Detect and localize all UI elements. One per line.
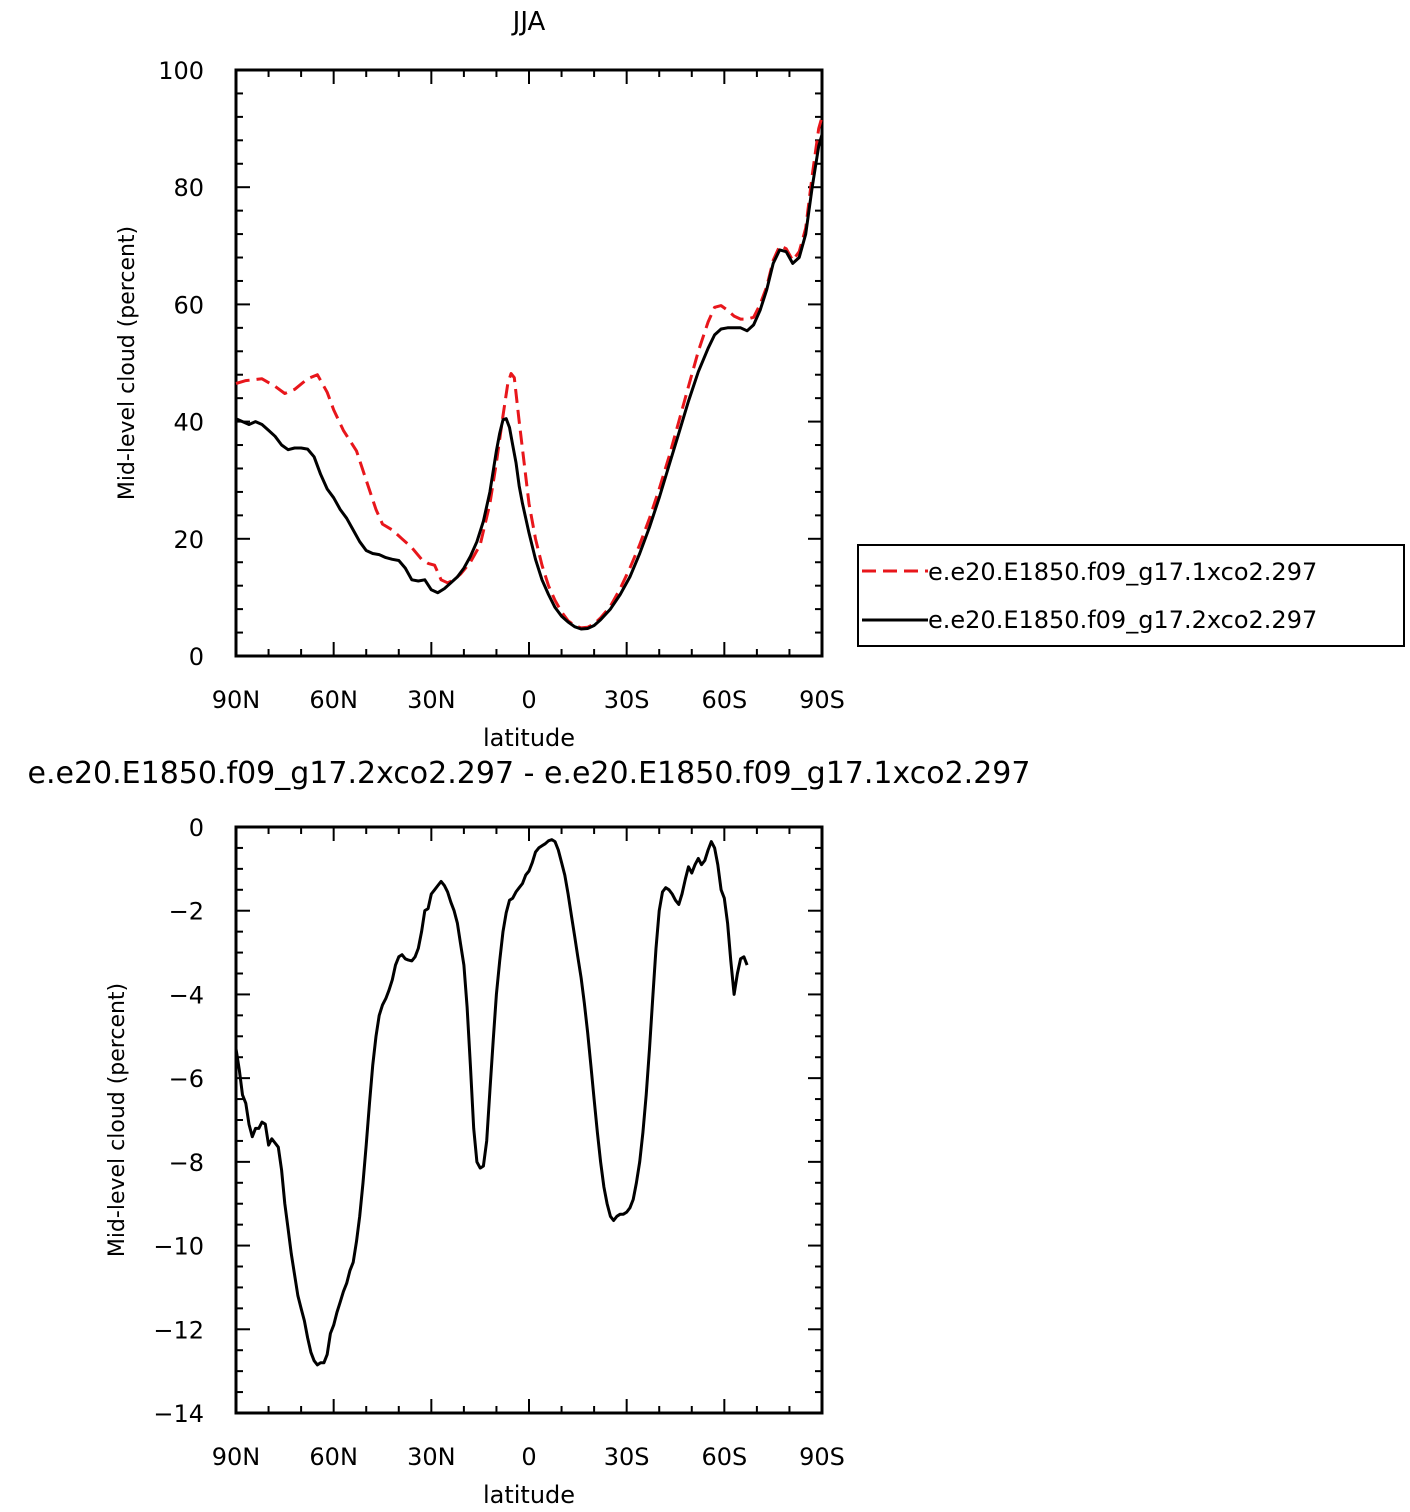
y-tick-label: −4 [169, 981, 204, 1009]
top-chart-panel: JJA Mid-level cloud (percent) latitude 9… [115, 7, 845, 752]
x-tick-label: 30N [407, 1443, 456, 1471]
x-tick-label: 90N [212, 1443, 261, 1471]
y-tick-label: −2 [169, 898, 204, 926]
x-tick-label: 0 [521, 1443, 536, 1471]
y-tick-label: −14 [153, 1400, 204, 1428]
legend: e.e20.E1850.f09_g17.1xco2.297 e.e20.E185… [857, 544, 1405, 647]
x-axis-label: latitude [483, 724, 575, 752]
y-tick-label: 20 [173, 526, 204, 554]
x-tick-label: 60N [309, 686, 358, 714]
x-tick-label: 30S [604, 686, 650, 714]
difference-chart-title: e.e20.E1850.f09_g17.2xco2.297 - e.e20.E1… [28, 756, 1031, 791]
x-tick-label: 90S [799, 686, 845, 714]
legend-entry-1xco2: e.e20.E1850.f09_g17.1xco2.297 [928, 558, 1317, 586]
y-tick-label: −6 [169, 1065, 204, 1093]
legend-box [857, 544, 1405, 647]
x-tick-label: 30N [407, 686, 456, 714]
y-tick-label: −10 [153, 1233, 204, 1261]
y-tick-label: −8 [169, 1149, 204, 1177]
x-tick-label: 60S [701, 1443, 747, 1471]
y-axis-label: Mid-level cloud (percent) [105, 983, 130, 1257]
y-tick-label: 0 [189, 643, 204, 671]
y-tick-label: 100 [158, 57, 204, 85]
x-tick-label: 0 [521, 686, 536, 714]
y-tick-label: 40 [173, 409, 204, 437]
y-tick-label: 80 [173, 174, 204, 202]
series-line-0 [235, 116, 824, 630]
series-line-0 [234, 838, 749, 1367]
bottom-chart-panel: e.e20.E1850.f09_g17.2xco2.297 - e.e20.E1… [28, 756, 1031, 1509]
x-tick-label: 90S [799, 1443, 845, 1471]
y-tick-label: 60 [173, 291, 204, 319]
x-axis-label: latitude [483, 1481, 575, 1509]
chart-title: JJA [511, 7, 546, 37]
y-axis-label: Mid-level cloud (percent) [115, 226, 140, 500]
y-tick-label: 0 [189, 814, 204, 842]
x-tick-label: 60N [309, 1443, 358, 1471]
series-line-1 [235, 134, 824, 631]
x-tick-label: 30S [604, 1443, 650, 1471]
plot-frame [234, 825, 824, 1415]
legend-entry-2xco2: e.e20.E1850.f09_g17.2xco2.297 [928, 606, 1317, 634]
plot-frame [234, 68, 824, 658]
x-tick-label: 90N [212, 686, 261, 714]
y-tick-label: −12 [153, 1316, 204, 1344]
x-tick-label: 60S [701, 686, 747, 714]
